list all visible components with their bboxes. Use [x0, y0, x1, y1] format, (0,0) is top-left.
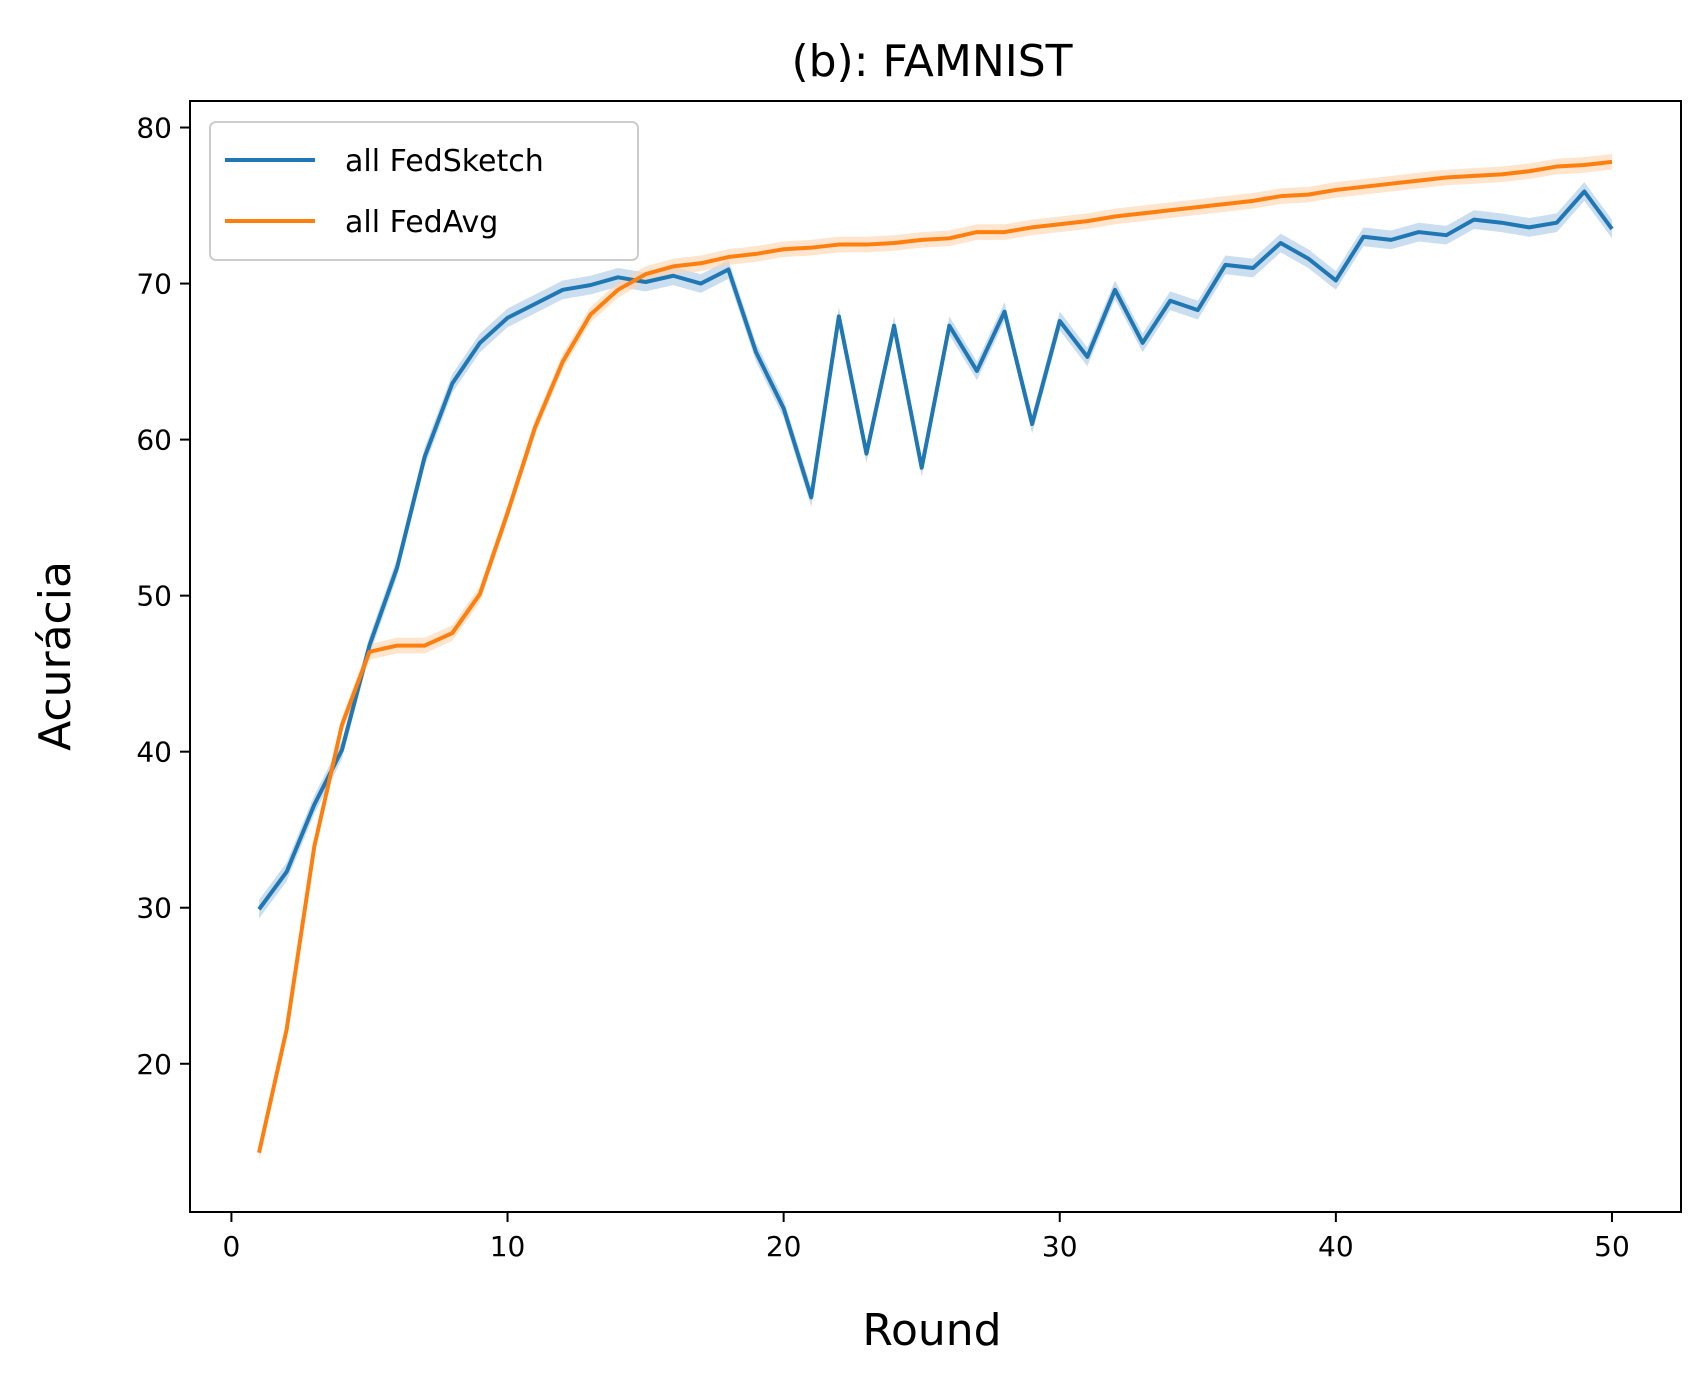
y-tick-label: 80	[136, 112, 172, 145]
x-axis-label: Round	[862, 1305, 1001, 1356]
y-axis-label: Acurácia	[30, 561, 81, 751]
chart-title: (b): FAMNIST	[791, 36, 1072, 87]
x-tick-label: 40	[1318, 1230, 1354, 1263]
legend-label-0: all FedSketch	[345, 144, 544, 179]
y-tick-label: 70	[136, 268, 172, 301]
legend: all FedSketch all FedAvg	[210, 122, 638, 260]
y-tick-label: 20	[136, 1048, 172, 1081]
y-tick-label: 50	[136, 580, 172, 613]
x-tick-label: 50	[1594, 1230, 1630, 1263]
x-tick-label: 0	[223, 1230, 241, 1263]
legend-label-1: all FedAvg	[345, 205, 498, 240]
x-tick-label: 30	[1042, 1230, 1078, 1263]
x-tick-label: 20	[766, 1230, 802, 1263]
y-tick-label: 30	[136, 892, 172, 925]
y-tick-label: 60	[136, 424, 172, 457]
x-tick-label: 10	[490, 1230, 526, 1263]
y-tick-label: 40	[136, 736, 172, 769]
